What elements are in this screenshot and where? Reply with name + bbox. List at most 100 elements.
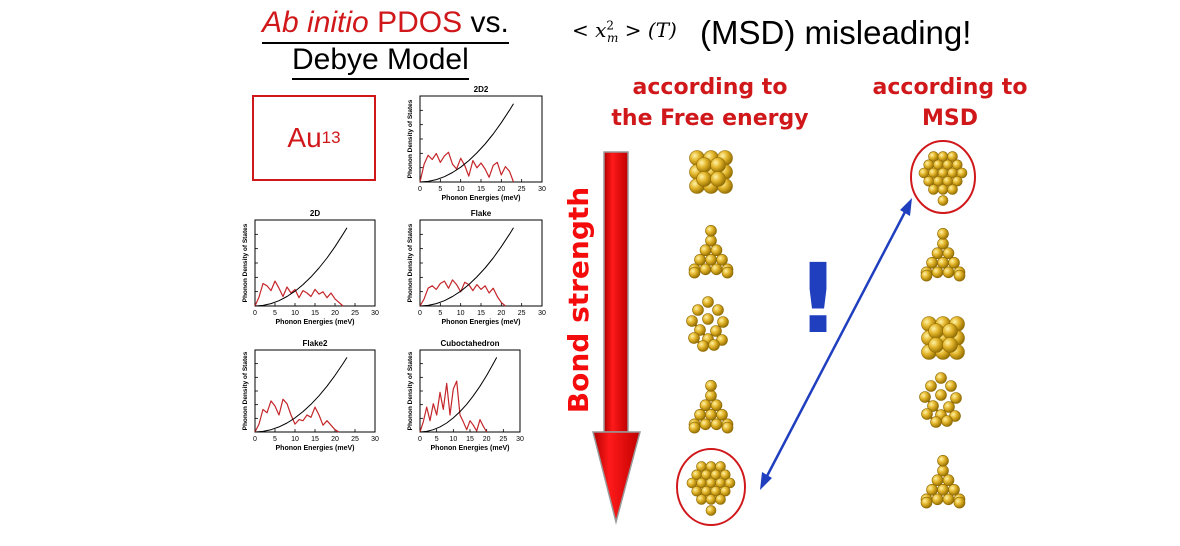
gold-atom: [937, 184, 949, 195]
gold-atom: [702, 296, 714, 308]
gold-atom: [688, 332, 700, 344]
gold-atom: [724, 477, 736, 489]
gold-atom: [708, 339, 720, 351]
x-tick-label: 30: [371, 310, 379, 317]
free-energy-header-line1: according to: [632, 75, 788, 100]
gold-atom: [699, 263, 712, 276]
cluster-subscript: 13: [321, 128, 341, 147]
x-tick-label: 15: [466, 436, 474, 443]
gold-atom: [928, 337, 944, 353]
y-axis-label: Phonon Density of States: [242, 223, 249, 302]
cluster-label-box: Au 13: [252, 95, 376, 181]
x-tick-label: 15: [311, 436, 319, 443]
x-tick-label: 5: [438, 186, 442, 193]
plot-frame: [419, 219, 543, 307]
pdos-chart-3: Flake2 0 5 10 15 20 25 30 Phonon Energies (meV) P…: [242, 339, 379, 452]
gold-atom: [931, 266, 944, 279]
gold-atom: [931, 247, 944, 260]
gold-atom: [696, 157, 712, 173]
gold-atom: [942, 337, 958, 353]
plot-frame: [254, 349, 376, 433]
msd-column-header: according to MSD: [870, 72, 1030, 134]
cluster-msd-2: [920, 228, 966, 282]
plot-frame: [419, 95, 543, 183]
gold-atom: [931, 493, 944, 506]
x-tick-label: 25: [351, 436, 359, 443]
gold-atom: [719, 485, 731, 497]
x-tick-label: 0: [418, 186, 422, 193]
x-tick-label: 15: [477, 186, 485, 193]
gold-atom: [947, 151, 958, 162]
x-tick-label: 30: [516, 436, 524, 443]
debye-curve: [419, 357, 498, 433]
cluster-msd-3: [921, 316, 965, 360]
y-axis-label: Phonon Density of States: [407, 351, 414, 430]
cluster-fe-3: [686, 296, 729, 352]
pdos-curve: [419, 279, 506, 307]
gold-atom: [935, 389, 947, 401]
y-axis-label: Phonon Density of States: [242, 351, 249, 430]
bond-strength-label: Bond strength: [562, 187, 595, 413]
gold-atom: [702, 313, 714, 325]
cluster-msd-4: [919, 372, 962, 428]
gold-atom: [705, 494, 717, 505]
x-tick-label: 5: [435, 436, 439, 443]
gold-atom: [951, 159, 963, 171]
exclamation-mark: !: [796, 243, 840, 355]
gold-atom: [937, 464, 949, 477]
gold-atom: [931, 474, 944, 487]
x-tick-label: 10: [457, 310, 465, 317]
gold-atom: [699, 418, 712, 431]
x-tick-label: 10: [291, 436, 299, 443]
gold-atom: [951, 175, 963, 187]
gold-atom: [948, 256, 960, 269]
gold-atom: [688, 266, 701, 279]
gold-atom: [705, 253, 717, 266]
x-axis-label: Phonon Energies (meV): [431, 445, 510, 452]
gold-atom: [719, 469, 731, 481]
x-tick-label: 20: [497, 186, 505, 193]
gold-atom: [705, 505, 717, 516]
gold-atom: [921, 408, 933, 420]
gold-atom: [937, 237, 949, 250]
debye-curve: [254, 357, 348, 433]
gold-atom: [697, 340, 709, 352]
x-tick-label: 5: [273, 436, 277, 443]
x-tick-label: 20: [331, 310, 339, 317]
gold-atom: [699, 244, 712, 257]
highlight-circle-free-energy: [676, 448, 746, 526]
gold-atom: [710, 157, 726, 173]
x-axis-label: Phonon Energies (meV): [276, 445, 355, 452]
gold-atom: [928, 184, 939, 195]
plot-frame: [254, 219, 376, 307]
gold-atom: [721, 266, 734, 279]
gold-atom: [715, 461, 726, 472]
x-tick-label: 20: [497, 310, 505, 317]
x-tick-label: 5: [273, 310, 277, 317]
chart-title: Flake2: [303, 339, 328, 348]
gold-atom: [686, 315, 698, 327]
title-ab-initio: Ab initio: [262, 6, 369, 39]
gold-atom: [716, 253, 728, 266]
pdos-chart-1: 2D 0 5 10 15 20 25 30 Phonon Energies (meV) Phono…: [242, 209, 379, 326]
pdos-chart-2: Flake 0 5 10 15 20 25 30 Phonon Energies (meV) Ph…: [407, 209, 546, 326]
free-energy-column-header: according to the Free energy: [610, 72, 810, 134]
x-tick-label: 15: [311, 310, 319, 317]
msd-statement: (MSD) misleading!: [700, 14, 972, 51]
gold-atom: [937, 483, 949, 496]
pdos-chart-4: Cuboctahedron 0 5 10 15 20 25 30 Phonon Energies…: [407, 339, 524, 452]
x-tick-label: 25: [351, 310, 359, 317]
gold-atom: [694, 408, 706, 421]
x-tick-label: 20: [483, 436, 491, 443]
gold-atom: [688, 421, 701, 434]
x-tick-label: 30: [371, 436, 379, 443]
gold-atom: [926, 256, 938, 269]
gold-atom: [927, 400, 939, 412]
x-tick-label: 20: [331, 436, 339, 443]
gold-atom: [696, 494, 707, 505]
gold-atom: [710, 244, 723, 257]
gold-atom: [710, 399, 723, 412]
x-tick-label: 10: [457, 186, 465, 193]
gold-atom: [956, 167, 968, 179]
gold-atom: [937, 454, 949, 467]
